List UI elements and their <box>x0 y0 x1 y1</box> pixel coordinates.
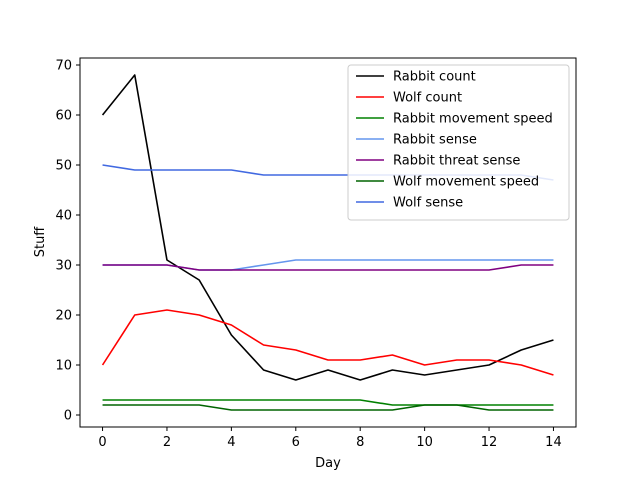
series-line-5 <box>102 264 554 271</box>
legend-label: Rabbit threat sense <box>393 154 520 169</box>
y-tick-label: 40 <box>55 209 72 224</box>
legend-label: Rabbit sense <box>393 133 477 148</box>
legend-label: Wolf movement speed <box>393 175 539 190</box>
legend-label: Wolf sense <box>393 196 463 211</box>
y-tick-label: 30 <box>55 259 72 274</box>
y-tick-label: 10 <box>55 359 72 374</box>
legend-label: Wolf count <box>393 91 462 106</box>
y-tick-label: 50 <box>55 159 72 174</box>
y-axis-ticks: 0 10 20 30 40 50 60 70 <box>55 59 80 424</box>
x-axis-label: Day <box>315 456 341 471</box>
series-line-3 <box>102 399 554 406</box>
x-tick-label: 6 <box>292 435 300 450</box>
series-line-2 <box>101 309 554 376</box>
x-tick-label: 12 <box>481 435 498 450</box>
y-axis-label: Stuff <box>33 226 48 258</box>
y-tick-label: 0 <box>64 409 72 424</box>
y-tick-label: 60 <box>55 109 72 124</box>
y-tick-label: 70 <box>55 59 72 74</box>
legend-box <box>347 64 570 221</box>
y-tick-label: 20 <box>55 309 72 324</box>
x-tick-label: 0 <box>98 435 106 450</box>
x-axis-ticks: 0 2 4 6 8 10 12 14 <box>98 427 562 450</box>
x-tick-label: 14 <box>545 435 562 450</box>
legend: Rabbit count Wolf count Rabbit movement sp… <box>347 64 570 221</box>
legend-label: Rabbit movement speed <box>393 112 553 127</box>
x-tick-label: 2 <box>163 435 171 450</box>
series-line-6 <box>102 404 554 411</box>
x-tick-label: 8 <box>356 435 364 450</box>
legend-label: Rabbit count <box>393 70 476 85</box>
plot-frame <box>79 57 577 428</box>
x-tick-label: 10 <box>416 435 433 450</box>
x-tick-label: 4 <box>227 435 235 450</box>
